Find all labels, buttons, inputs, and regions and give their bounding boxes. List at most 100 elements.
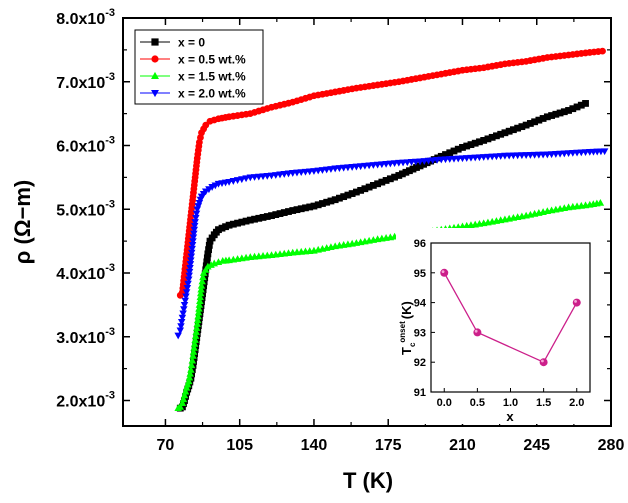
inset-axis-ticks: 0.0 0.5 1.0 1.5 2.0 91 92 93 94 95 96 [414,238,585,409]
data-point [185,268,194,276]
data-point [599,47,606,55]
data-point [272,211,280,219]
data-point [484,135,492,143]
y-tick-label: 7.0x10-3 [56,71,115,92]
data-point [187,365,195,373]
data-point [203,254,211,262]
data-point [194,312,202,320]
data-point [205,246,212,254]
data-point [182,293,190,301]
data-point [476,138,483,146]
data-point [178,399,187,406]
legend-marker [151,89,159,98]
data-point [190,222,199,230]
data-point [176,327,185,335]
inset-point [473,328,482,337]
data-point [263,213,271,220]
data-point [196,297,204,304]
data-point [514,124,522,132]
data-point [189,234,198,242]
data-point [327,197,335,205]
data-point [188,242,197,249]
inset-y-tick-label: 93 [414,327,426,339]
data-point [185,377,193,385]
inset-point [440,268,449,277]
data-point [233,177,242,184]
x-tick-label: 210 [449,437,476,454]
data-point [471,139,479,147]
legend: x = 0 x = 0.5 wt.% x = 1.5 wt.% x = 2.0 wt.… [134,29,264,105]
data-point [196,289,205,297]
data-point [336,194,343,202]
data-point [505,127,513,135]
data-point [386,175,394,183]
data-point [238,176,246,184]
data-point [582,100,589,107]
main-axis-ticks: 70 105 140 175 210 245 280 2.0x10-3 3.0x10-3 4.0x… [56,7,624,454]
data-point [382,177,390,184]
data-point [187,257,195,265]
data-point [246,216,254,224]
data-point [302,204,309,212]
data-point [197,281,206,289]
data-point [406,167,413,175]
data-point [197,285,205,293]
inset-point [539,358,548,367]
data-point [242,175,250,183]
data-point [522,121,530,129]
data-point [402,168,410,176]
data-point [195,304,203,312]
data-point [192,324,201,331]
data-point [179,310,187,318]
data-point [543,113,551,121]
legend-label: x = 0 [178,36,205,50]
data-point [180,306,188,314]
inset-point-highlight [474,329,478,333]
data-point [289,207,297,214]
data-point [501,129,509,137]
data-point [276,210,284,217]
data-point [293,206,301,214]
data-point [268,212,275,220]
inset-y-tick-label: 95 [414,268,426,280]
y-axis-title: ρ (Ω−m) [10,180,35,264]
inset-x-tick-label: 0.0 [437,397,452,409]
data-point [577,101,585,109]
data-point [179,395,188,403]
data-point [222,223,229,231]
inset-y-axis-title: Tconset(K) [398,301,417,355]
data-point [454,145,462,153]
inset-y-tick-label: 91 [414,387,426,399]
data-point [238,218,246,226]
data-point [193,320,202,327]
inset-point-highlight [574,300,577,303]
inset-point-highlight [541,359,544,363]
data-point [190,226,199,234]
data-point [205,241,213,249]
data-point [183,284,192,292]
inset-chart: 0.0 0.5 1.0 1.5 2.0 91 92 93 94 95 96 x Tconset(K) [396,228,602,424]
data-point [463,142,471,150]
data-point [548,112,555,119]
data-point [188,245,196,253]
data-point [194,308,203,316]
data-point [204,250,212,258]
data-point [398,170,406,178]
data-point [450,147,458,155]
legend-label: x = 2.0 wt.% [178,87,246,101]
series-triangle-down [174,148,609,340]
data-point [361,185,369,193]
x-tick-label: 140 [301,437,328,454]
data-point [180,301,189,309]
data-point [190,340,199,347]
data-point [178,314,187,322]
data-point [344,191,352,199]
data-point [510,126,517,134]
legend-marker [151,71,159,80]
x-tick-label: 70 [157,437,175,454]
data-point [442,151,449,158]
data-point [600,148,609,156]
data-point [192,328,200,335]
inset-series-layer [440,268,581,367]
data-point [437,152,445,160]
